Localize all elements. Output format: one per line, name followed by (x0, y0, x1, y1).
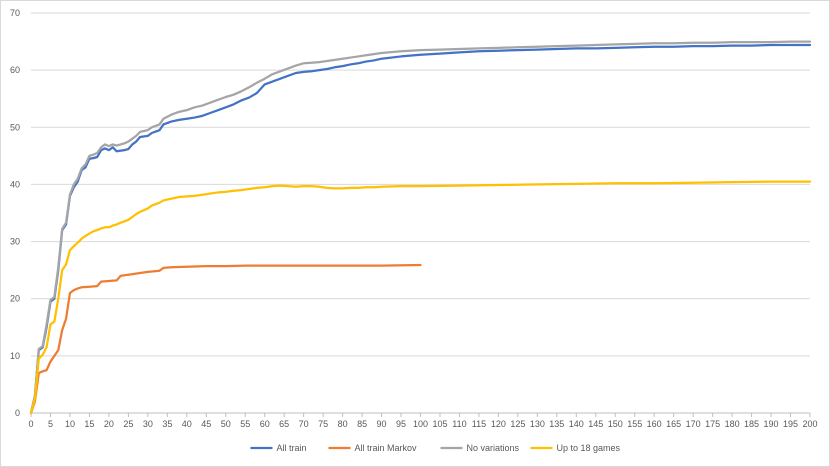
x-tick-label: 115 (472, 419, 486, 429)
x-tick-label: 70 (299, 419, 309, 429)
x-tick-label: 125 (510, 419, 525, 429)
series-line-1 (29, 263, 422, 415)
legend-label-1: All train Markov (355, 443, 418, 453)
x-tick-label: 60 (260, 419, 270, 429)
x-tick-label: 20 (104, 419, 114, 429)
x-tick-label: 45 (201, 419, 211, 429)
x-tick-label: 85 (357, 419, 367, 429)
x-tick-label: 30 (143, 419, 153, 429)
x-tick-label: 110 (452, 419, 466, 429)
x-tick-label: 0 (28, 419, 33, 429)
legend: All train All train Markov No variations Up… (250, 443, 621, 453)
axes: 0 10 20 30 40 50 60 70 0 5 10 15 20 25 30 35 40 45 50 55 60 6… (10, 8, 818, 429)
x-tick-label: 195 (783, 419, 798, 429)
x-tick-label: 50 (221, 419, 231, 429)
x-tick-label: 150 (608, 419, 623, 429)
x-tick-label: 180 (725, 419, 740, 429)
x-tick-label: 160 (647, 419, 662, 429)
series-lines (29, 40, 812, 415)
x-tick-label: 200 (802, 419, 817, 429)
x-tick-label: 130 (530, 419, 545, 429)
x-tick-label: 135 (549, 419, 564, 429)
y-tick-label: 20 (10, 294, 20, 304)
x-tick-label: 105 (432, 419, 447, 429)
y-tick-label: 70 (10, 8, 20, 18)
x-tick-label: 140 (569, 419, 584, 429)
series-line-3 (29, 180, 812, 415)
x-tick-label: 15 (84, 419, 94, 429)
x-tick-label: 100 (413, 419, 428, 429)
x-tick-label: 90 (377, 419, 387, 429)
x-tick-label: 95 (396, 419, 406, 429)
y-tick-label: 0 (15, 408, 20, 418)
x-tick-label: 120 (491, 419, 506, 429)
x-tick-label: 190 (764, 419, 779, 429)
y-tick-label: 60 (10, 65, 20, 75)
legend-label-3: Up to 18 games (557, 443, 621, 453)
x-tick-label: 65 (279, 419, 289, 429)
series-line-2 (29, 40, 812, 415)
x-tick-label: 55 (240, 419, 250, 429)
x-tick-label: 25 (123, 419, 133, 429)
x-tick-label: 75 (318, 419, 328, 429)
x-tick-label: 185 (744, 419, 759, 429)
x-tick-label: 145 (588, 419, 603, 429)
y-tick-label: 30 (10, 237, 20, 247)
x-tick-label: 165 (666, 419, 681, 429)
x-tick-label: 155 (627, 419, 642, 429)
x-tick-label: 35 (162, 419, 172, 429)
series-line-0 (29, 43, 812, 415)
legend-label-0: All train (277, 443, 307, 453)
y-tick-label: 50 (10, 122, 20, 132)
x-tick-label: 175 (705, 419, 720, 429)
x-tick-label: 80 (338, 419, 348, 429)
legend-label-2: No variations (467, 443, 520, 453)
x-tick-label: 10 (65, 419, 75, 429)
y-tick-label: 40 (10, 179, 20, 189)
x-tick-label: 5 (48, 419, 53, 429)
y-tick-label: 10 (10, 351, 20, 361)
x-tick-label: 40 (182, 419, 192, 429)
x-tick-label: 170 (686, 419, 701, 429)
